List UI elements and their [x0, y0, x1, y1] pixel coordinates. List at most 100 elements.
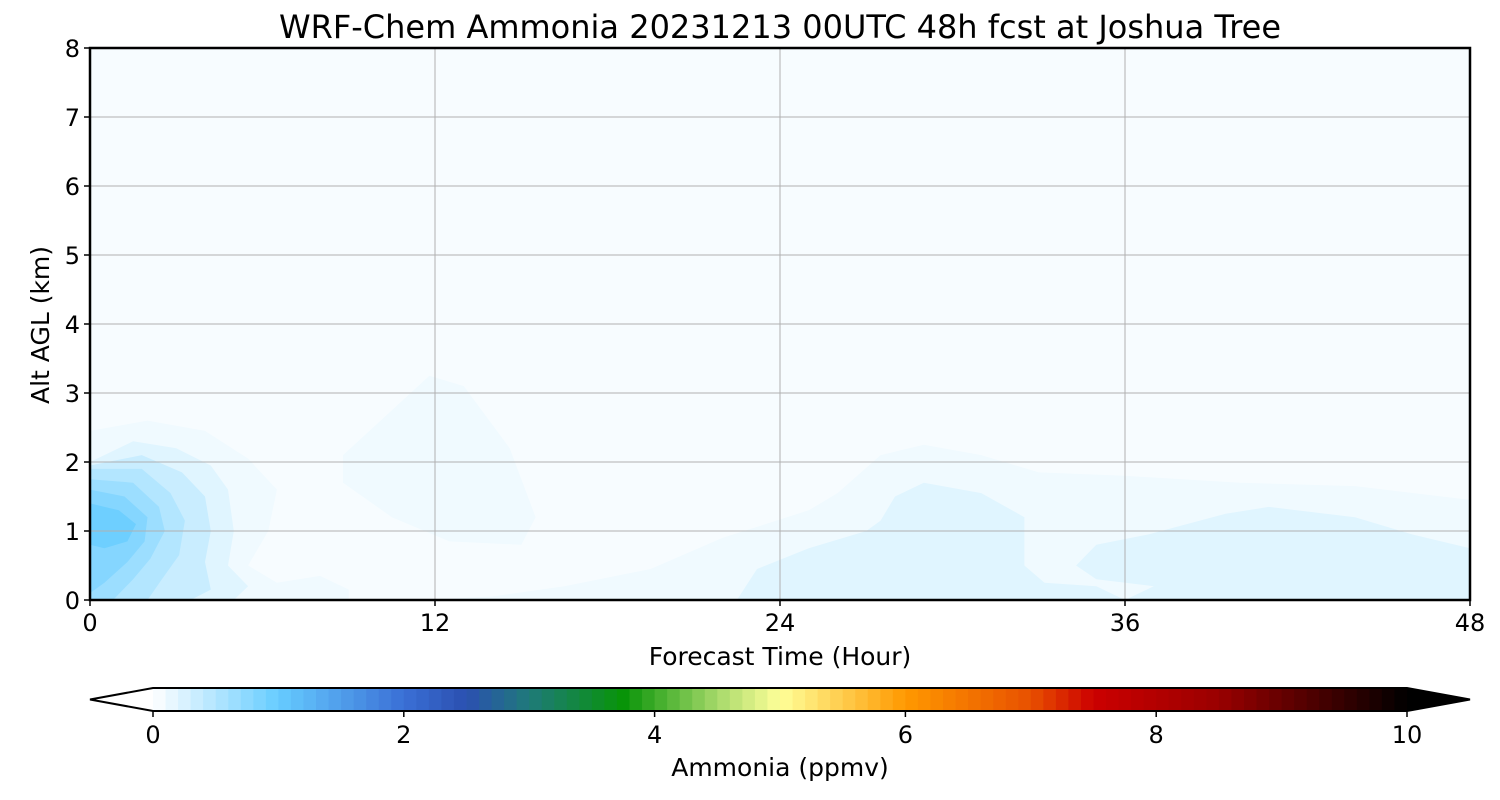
- colorbar-segment: [905, 688, 919, 711]
- colorbar-segment: [805, 688, 819, 711]
- colorbar-segment: [215, 688, 229, 711]
- colorbar-segment: [767, 688, 781, 711]
- x-tick-label: 36: [1110, 609, 1141, 637]
- colorbar-segment: [1256, 688, 1270, 711]
- colorbar-segment: [1168, 688, 1182, 711]
- colorbar-segment: [679, 688, 693, 711]
- y-tick-label: 6: [65, 173, 80, 201]
- colorbar-segment: [391, 688, 405, 711]
- colorbar-segment: [1043, 688, 1057, 711]
- colorbar-segment: [968, 688, 982, 711]
- colorbar-segment: [1231, 688, 1245, 711]
- colorbar-segment: [153, 688, 167, 711]
- colorbar-segment: [792, 688, 806, 711]
- chart-title: WRF-Chem Ammonia 20231213 00UTC 48h fcst…: [278, 8, 1282, 46]
- grid-lines: [90, 48, 1470, 600]
- contour-region: [1076, 506, 1470, 600]
- colorbar-segment: [516, 688, 530, 711]
- y-axis-ticks: 0 1 2 3 4 5 6 7 8: [65, 35, 90, 615]
- colorbar-segment: [1055, 688, 1070, 711]
- y-tick-label: 0: [65, 587, 80, 615]
- contour-region: [343, 375, 536, 545]
- colorbar-tick-label: 0: [145, 721, 160, 749]
- colorbar-extend-high: [1407, 688, 1470, 711]
- colorbar-segment: [316, 688, 330, 711]
- colorbar-segment: [416, 688, 430, 711]
- colorbar-segment: [1005, 688, 1019, 711]
- colorbar-segment: [955, 688, 969, 711]
- colorbar-segment: [943, 688, 957, 711]
- x-axis-label: Forecast Time (Hour): [649, 642, 912, 671]
- colorbar-segment: [629, 688, 643, 711]
- colorbar-segment: [453, 688, 468, 711]
- colorbar-segment: [341, 688, 355, 711]
- y-tick-label: 4: [65, 311, 80, 339]
- x-tick-label: 48: [1455, 609, 1486, 637]
- colorbar-segment: [403, 688, 417, 711]
- colorbar-segment: [1143, 688, 1157, 711]
- colorbar-segment: [1118, 688, 1132, 711]
- colorbar-segment: [930, 688, 944, 711]
- colorbar-segment: [178, 688, 192, 711]
- colorbar-segment: [1093, 688, 1107, 711]
- colorbar-segment: [616, 688, 631, 711]
- colorbar-segment: [604, 688, 618, 711]
- colorbar-segment: [190, 688, 204, 711]
- colorbar-segment: [1106, 688, 1120, 711]
- colorbar-segment: [667, 688, 681, 711]
- colorbar-label: Ammonia (ppmv): [671, 753, 889, 782]
- colorbar-segment: [642, 688, 656, 711]
- colorbar-segment: [1394, 688, 1408, 711]
- colorbar-segment: [980, 688, 994, 711]
- colorbar-extend-low: [90, 688, 153, 711]
- contour-region: [90, 503, 136, 549]
- colorbar-segment: [1193, 688, 1207, 711]
- colorbar-segment: [1156, 688, 1170, 711]
- colorbar-segment: [692, 688, 706, 711]
- colorbar-segment: [504, 688, 518, 711]
- x-tick-label: 0: [82, 609, 97, 637]
- colorbar-tick-label: 10: [1392, 721, 1423, 749]
- colorbar-segment: [1269, 688, 1283, 711]
- y-tick-label: 2: [65, 449, 80, 477]
- x-axis-ticks: 0 12 24 36 48: [82, 600, 1485, 637]
- colorbar-segment: [704, 688, 718, 711]
- colorbar-segment: [842, 688, 856, 711]
- colorbar-segment: [780, 688, 794, 711]
- colorbar-segment: [378, 688, 392, 711]
- colorbar-segment: [1356, 688, 1370, 711]
- colorbar-segment: [880, 688, 894, 711]
- colorbar-segment: [1068, 688, 1082, 711]
- colorbar-segment: [742, 688, 756, 711]
- y-tick-label: 3: [65, 380, 80, 408]
- colorbar-segment: [165, 688, 179, 711]
- y-axis-label: Alt AGL (km): [26, 246, 55, 404]
- colorbar-segment: [1294, 688, 1308, 711]
- colorbar-segment: [1243, 688, 1258, 711]
- colorbar-segment: [228, 688, 242, 711]
- colorbar-segment: [1181, 688, 1195, 711]
- colorbar-segment: [855, 688, 869, 711]
- colorbar-segment: [1018, 688, 1032, 711]
- y-tick-label: 1: [65, 518, 80, 546]
- colorbar-segment: [830, 688, 844, 711]
- x-tick-label: 12: [420, 609, 451, 637]
- colorbar-segment: [366, 688, 380, 711]
- y-tick-label: 5: [65, 242, 80, 270]
- colorbar-segment: [529, 688, 543, 711]
- colorbar-segment: [353, 688, 367, 711]
- colorbar-segment: [541, 688, 555, 711]
- colorbar-segment: [554, 688, 568, 711]
- colorbar-segment: [1319, 688, 1333, 711]
- colorbar-segment: [654, 688, 668, 711]
- colorbar-segment: [441, 688, 455, 711]
- y-tick-label: 8: [65, 35, 80, 63]
- colorbar-segment: [729, 688, 743, 711]
- colorbar-segment: [717, 688, 731, 711]
- colorbar-segment: [265, 688, 279, 711]
- colorbar-segment: [240, 688, 254, 711]
- colorbar-segment: [428, 688, 443, 711]
- colorbar: [89, 687, 1471, 712]
- colorbar-segment: [1331, 688, 1345, 711]
